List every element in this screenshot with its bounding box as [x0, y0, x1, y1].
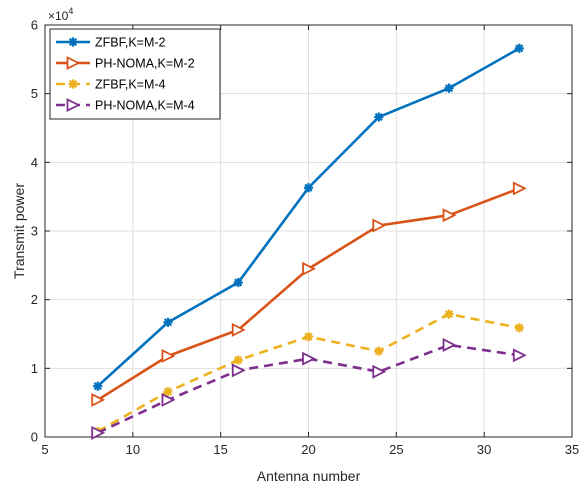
x-tick-label: 15 [213, 442, 227, 457]
legend-label: ZFBF,K=M-4 [95, 78, 166, 92]
y-axis-label: Transmit power [11, 183, 27, 279]
series-3-point-marker [374, 346, 384, 356]
series-1-point-marker [93, 381, 103, 391]
legend-item: PH-NOMA,K=M-2 [56, 56, 195, 71]
series-3-point-marker [444, 309, 454, 319]
series-4-point-marker [442, 338, 457, 352]
series-3-point-marker [163, 387, 173, 397]
legend-item: ZFBF,K=M-2 [56, 36, 166, 50]
series-1-point-marker [303, 183, 314, 193]
x-axis-label: Antenna number [257, 468, 361, 484]
y-tick-label: 1 [31, 361, 38, 376]
series-2-point-marker [442, 208, 457, 223]
series-3-point-marker [303, 332, 314, 342]
x-tick-label: 30 [477, 442, 491, 457]
legend-marker [66, 98, 81, 112]
x-tick-label: 20 [301, 442, 315, 457]
series-4-point-marker [91, 425, 106, 440]
series-2-point-marker [231, 322, 246, 337]
series-4-point-marker [372, 364, 387, 379]
series-3-point-marker [233, 355, 243, 365]
series-2 [91, 181, 527, 407]
series-1-point-marker [514, 43, 524, 53]
legend-item: PH-NOMA,K=M-4 [56, 98, 195, 113]
series-1-point-marker [444, 83, 454, 93]
legend-label: PH-NOMA,K=M-2 [95, 57, 195, 71]
series-2-point-marker [91, 392, 106, 407]
axis-ticks: 5 10 15 20 25 30 35 0 1 2 3 4 5 6 [31, 18, 579, 458]
series-2-point-marker [161, 349, 176, 363]
y-tick-label: 3 [31, 224, 38, 239]
series-2-point-marker [302, 261, 317, 276]
legend-label: PH-NOMA,K=M-4 [95, 99, 195, 113]
series-1-point-marker [233, 277, 243, 288]
series-3 [93, 309, 524, 437]
y-tick-label: 0 [31, 430, 38, 445]
y-tick-label: 5 [31, 86, 38, 101]
legend-label: ZFBF,K=M-2 [95, 36, 166, 50]
series-3-point-marker [514, 323, 524, 333]
y-axis-multiplier: ×104 [48, 6, 73, 23]
series-2-point-marker [512, 181, 527, 196]
series-4 [91, 338, 527, 440]
series-1-point-marker [374, 112, 384, 122]
series-1-point-marker [163, 317, 173, 327]
legend-marker [66, 56, 81, 70]
series-layer [91, 43, 527, 440]
x-tick-label: 10 [126, 442, 140, 457]
y-tick-label: 6 [31, 18, 38, 33]
series-4-point-marker [302, 351, 317, 366]
legend-marker [68, 79, 78, 89]
series-2-point-marker [372, 218, 387, 233]
y-tick-label: 4 [31, 155, 38, 170]
x-tick-label: 35 [565, 442, 579, 457]
series-4-point-marker [231, 363, 246, 378]
series-1 [93, 43, 524, 391]
x-tick-label: 25 [389, 442, 403, 457]
x-tick-label: 5 [41, 442, 48, 457]
y-tick-label: 2 [31, 292, 38, 307]
legend-item: ZFBF,K=M-4 [56, 78, 166, 92]
legend-marker [68, 37, 78, 47]
series-4-point-marker [512, 348, 527, 363]
legend: ZFBF,K=M-2 PH-NOMA,K=M-2 ZFBF,K=M-4 PH-NOMA… [49, 28, 221, 120]
series-4-point-marker [161, 392, 176, 407]
